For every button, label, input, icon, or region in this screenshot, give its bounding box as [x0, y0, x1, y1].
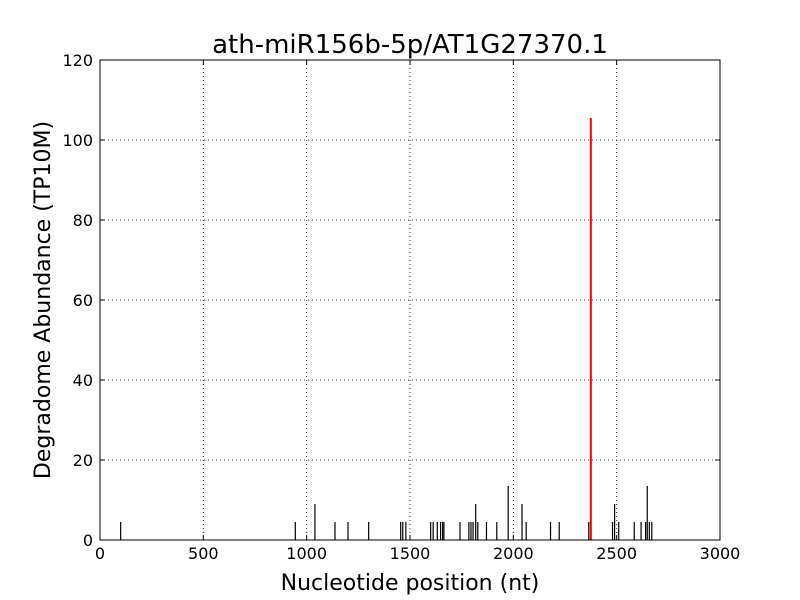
- y-tick-label: 80: [73, 211, 93, 230]
- y-tick-label: 40: [73, 371, 93, 390]
- x-tick-label: 2000: [493, 544, 534, 563]
- x-tick-label: 3000: [700, 544, 741, 563]
- data-bars: [120, 118, 653, 540]
- y-tick-label: 100: [62, 131, 93, 150]
- grid-lines: [100, 60, 720, 540]
- chart-title: ath-miR156b-5p/AT1G27370.1: [212, 30, 608, 60]
- x-tick-labels: 0 500 1000 1500 2000 2500 3000: [95, 544, 740, 563]
- x-tick-label: 2500: [596, 544, 637, 563]
- y-tick-label: 0: [83, 531, 93, 550]
- y-tick-label: 120: [62, 51, 93, 70]
- x-tick-label: 1000: [286, 544, 327, 563]
- x-tick-label: 500: [188, 544, 219, 563]
- x-tick-label: 0: [95, 544, 105, 563]
- y-axis-label: Degradome Abundance (TP10M): [31, 121, 56, 479]
- x-axis-label: Nucleotide position (nt): [281, 571, 540, 596]
- y-tick-label: 60: [73, 291, 93, 310]
- y-tick-label: 20: [73, 451, 93, 470]
- x-tick-label: 1500: [390, 544, 431, 563]
- y-tick-labels: 0 20 40 60 80 100 120: [62, 51, 93, 550]
- axis-ticks: [99, 59, 721, 541]
